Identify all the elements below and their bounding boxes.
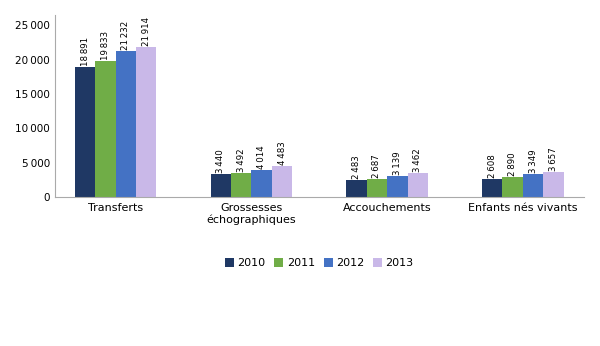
Text: 3 440: 3 440 [217, 149, 226, 173]
Bar [136, 47, 157, 197]
Bar [272, 166, 292, 197]
Bar [543, 172, 563, 197]
Legend: 2010, 2011, 2012, 2013: 2010, 2011, 2012, 2013 [221, 254, 418, 273]
Bar [523, 174, 543, 197]
Text: 3 657: 3 657 [549, 147, 558, 171]
Bar [502, 177, 523, 197]
Text: 3 492: 3 492 [237, 148, 246, 172]
Text: 4 483: 4 483 [278, 142, 287, 165]
Bar [211, 174, 231, 197]
Bar [367, 179, 387, 197]
Bar [387, 176, 407, 197]
Bar [407, 173, 428, 197]
Text: 19 833: 19 833 [101, 31, 110, 60]
Text: 4 014: 4 014 [257, 145, 266, 169]
Text: 2 608: 2 608 [488, 155, 497, 178]
Text: 21 914: 21 914 [142, 16, 151, 46]
Bar [251, 170, 272, 197]
Text: 2 890: 2 890 [508, 153, 517, 176]
Bar [75, 67, 95, 197]
Text: 2 483: 2 483 [352, 155, 361, 179]
Bar [346, 180, 367, 197]
Bar [116, 51, 136, 197]
Text: 21 232: 21 232 [121, 21, 130, 50]
Text: 3 462: 3 462 [413, 149, 422, 172]
Bar [231, 173, 251, 197]
Bar [95, 61, 116, 197]
Text: 18 891: 18 891 [81, 37, 90, 66]
Text: 3 349: 3 349 [529, 149, 538, 173]
Text: 3 139: 3 139 [393, 151, 402, 175]
Text: 2 687: 2 687 [373, 154, 382, 178]
Bar [482, 179, 502, 197]
